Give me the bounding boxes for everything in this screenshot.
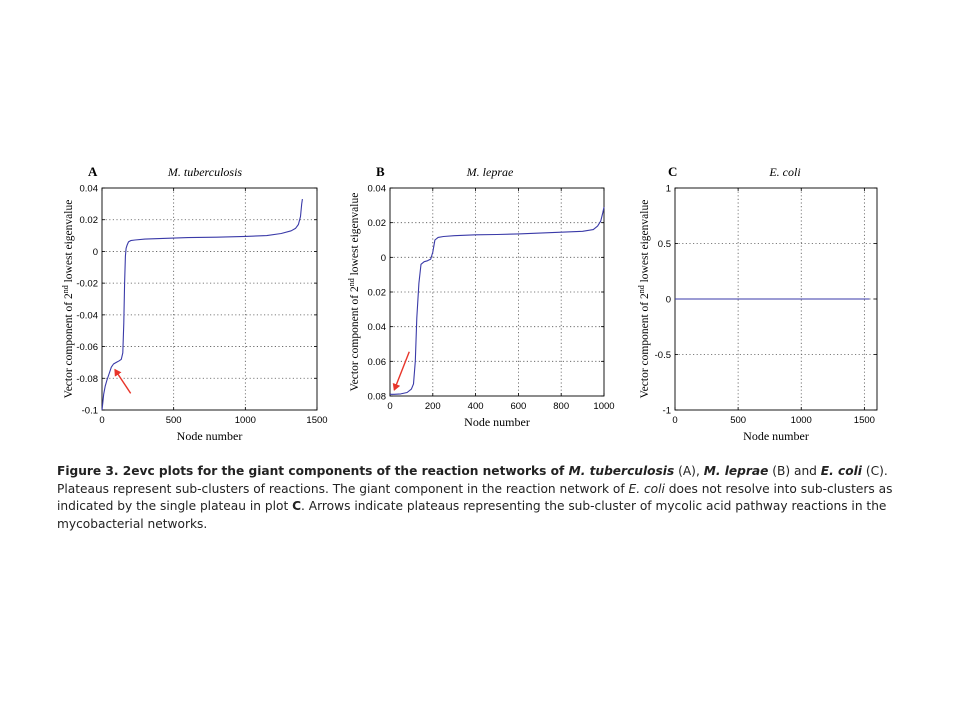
series-line	[390, 206, 605, 395]
y-tick-label: -0.04	[76, 310, 98, 321]
y-axis-label: Vector component of 2nd lowest eigenvalu…	[347, 193, 362, 392]
x-tick-label: 0	[387, 401, 392, 412]
caption-part: does not resolve into sub-clusters as in…	[57, 481, 893, 514]
chart-title: M. tuberculosis	[167, 165, 243, 179]
y-tick-label: 0.04	[80, 184, 99, 195]
y-tick-label: 0.06	[368, 357, 387, 368]
y-tick-label: 0.04	[368, 184, 387, 195]
x-tick-label: 0	[672, 415, 677, 426]
x-tick-label: 1000	[791, 415, 812, 426]
caption-part: E. coli	[820, 464, 862, 478]
x-tick-label: 0	[99, 415, 104, 426]
annotation-arrow	[392, 351, 410, 391]
chart-panel-b: B M. leprae 0 200 400 600 800 1000 0.04 0.02 0 0.02…	[347, 164, 615, 429]
x-tick-label: 200	[425, 401, 441, 412]
x-tick-label: 400	[468, 401, 484, 412]
x-tick-label: 600	[510, 401, 526, 412]
y-tick-label: 0.5	[658, 239, 671, 250]
y-tick-label: 0.02	[368, 218, 387, 229]
annotation-arrow	[114, 368, 132, 394]
x-axis-label: Node number	[743, 429, 809, 443]
x-axis-label: Node number	[177, 429, 243, 443]
x-tick-label: 1000	[235, 415, 256, 426]
caption-part: (A),	[674, 464, 704, 478]
caption-part: M. tuberculosis	[568, 464, 675, 478]
x-tick-label: 1000	[593, 401, 614, 412]
y-tick-label: -0.02	[76, 279, 98, 290]
y-tick-label: -0.1	[82, 406, 98, 417]
plot-frame	[389, 187, 605, 397]
plot-frame	[101, 187, 318, 411]
x-tick-label: 1500	[306, 415, 327, 426]
caption-part: M. leprae	[703, 464, 769, 478]
chart-panel-c: C E. coli 0 500 1000 1500 1 0.5 0 -0.5 -1 Node numb…	[637, 164, 878, 443]
x-axis-label: Node number	[464, 415, 530, 429]
y-tick-label: 1	[666, 184, 671, 195]
caption-part: (B) and	[768, 464, 821, 478]
figure-caption: Figure 3. 2evc plots for the giant compo…	[57, 463, 907, 533]
y-tick-label: -1	[663, 406, 671, 417]
chart-title: M. leprae	[466, 165, 514, 179]
y-tick-label: 0.02	[80, 215, 99, 226]
panel-letter: C	[668, 164, 677, 179]
x-tick-label: 500	[730, 415, 746, 426]
y-tick-label: 0.04	[368, 322, 387, 333]
caption-part: C	[292, 499, 302, 513]
caption-part: Figure 3. 2evc plots for the giant compo…	[57, 464, 569, 478]
x-tick-label: 800	[553, 401, 569, 412]
y-axis-label: Vector component of 2nd lowest eigenvalu…	[61, 200, 76, 399]
panel-letter: B	[376, 164, 385, 179]
caption-part: (C). Plateaus represent sub-clusters of …	[57, 464, 888, 496]
x-tick-label: 500	[166, 415, 182, 426]
y-tick-label: 0	[381, 253, 386, 264]
y-tick-label: 0.02	[368, 288, 387, 299]
panel-letter: A	[88, 164, 98, 179]
y-axis-label: Vector component of 2nd lowest eigenvalu…	[637, 200, 652, 399]
caption-part: . Arrows indicate plateaus representing …	[57, 499, 887, 531]
y-tick-label: -0.5	[655, 350, 671, 361]
y-tick-label: 0	[93, 247, 98, 258]
y-tick-label: -0.06	[76, 342, 98, 353]
x-tick-label: 1500	[854, 415, 875, 426]
series-line	[101, 199, 303, 411]
chart-title: E. coli	[768, 165, 800, 179]
y-tick-label: 0.08	[368, 392, 387, 403]
y-tick-label: -0.08	[76, 374, 98, 385]
y-tick-label: 0	[666, 295, 671, 306]
caption-part: E. coli	[628, 481, 665, 496]
